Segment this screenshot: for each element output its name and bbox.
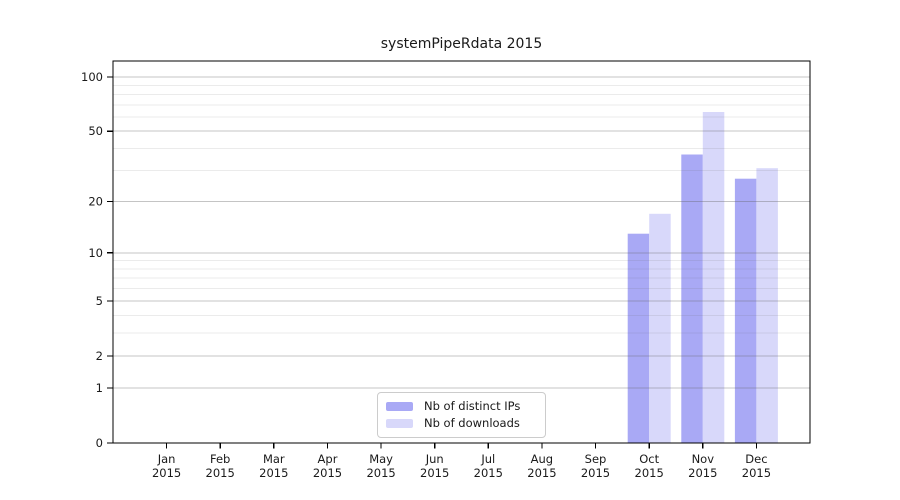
y-tick-label-0: 0 (96, 436, 103, 450)
legend: Nb of distinct IPs Nb of downloads (377, 392, 546, 438)
x-tick-label-dec: Dec 2015 (742, 452, 771, 480)
y-tick-label-5: 5 (96, 294, 103, 308)
bar-distinct-ips-oct (627, 233, 650, 443)
x-tick-label-jul: Jul 2015 (474, 452, 503, 480)
y-tick-label-100: 100 (81, 70, 103, 84)
bar-distinct-ips-dec (734, 178, 757, 443)
x-tick-label-mar: Mar 2015 (259, 452, 288, 480)
y-tick-label-50: 50 (88, 124, 103, 138)
y-tick-label-20: 20 (88, 195, 103, 209)
bar-downloads-dec (756, 168, 778, 443)
legend-swatch-downloads (386, 418, 413, 428)
x-tick-label-jun: Jun 2015 (420, 452, 449, 480)
legend-item-distinct-ips: Nb of distinct IPs (386, 399, 545, 413)
y-tick-label-1: 1 (96, 381, 103, 395)
y-tick-label-2: 2 (96, 349, 103, 363)
bar-downloads-nov (702, 112, 725, 443)
x-tick-label-apr: Apr 2015 (313, 452, 342, 480)
x-tick-label-nov: Nov 2015 (688, 452, 717, 480)
legend-swatch-distinct-ips (386, 402, 413, 412)
x-tick-label-may: May 2015 (366, 452, 395, 480)
x-tick-label-jan: Jan 2015 (152, 452, 181, 480)
x-tick-label-sep: Sep 2015 (581, 452, 610, 480)
y-tick-label-10: 10 (88, 246, 103, 260)
x-tick-label-aug: Aug 2015 (527, 452, 556, 480)
plot-frame (112, 60, 811, 444)
legend-label-downloads: Nb of downloads (424, 415, 520, 430)
legend-item-downloads: Nb of downloads (386, 415, 545, 430)
legend-label-distinct-ips: Nb of distinct IPs (424, 399, 521, 413)
x-tick-label-oct: Oct 2015 (635, 452, 664, 480)
chart-title: systemPipeRdata 2015 (380, 36, 543, 52)
bar-downloads-oct (649, 213, 671, 443)
bar-distinct-ips-nov (681, 154, 703, 443)
x-tick-label-feb: Feb 2015 (206, 452, 235, 480)
